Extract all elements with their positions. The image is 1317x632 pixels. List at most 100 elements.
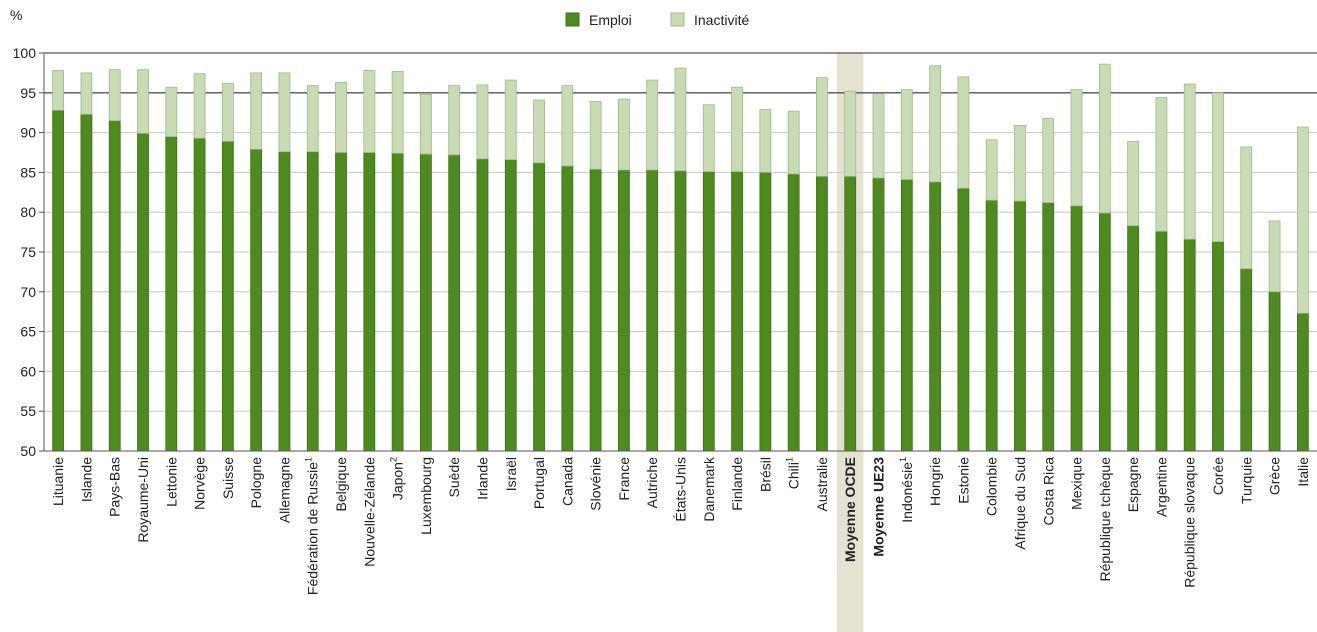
bar-inactivite <box>1296 126 1309 314</box>
bar-inactivite <box>391 70 404 154</box>
bar-inactivite <box>618 98 630 171</box>
x-category-label: Lituanie <box>50 457 66 506</box>
category-labels: Lituanie Islande Pays-Bas Royaume-Uni Letton… <box>50 456 1311 595</box>
x-category-label: Israël <box>503 457 519 491</box>
y-tick-label: 80 <box>20 204 36 220</box>
bar-emploi <box>1014 200 1026 452</box>
x-category-label: Norvège <box>192 457 208 510</box>
bar-inactivite <box>165 86 178 137</box>
bar-inactivite <box>872 93 885 179</box>
x-category-label: Belgique <box>333 457 349 512</box>
x-category-label: Islande <box>78 457 94 502</box>
bar-emploi <box>900 179 913 452</box>
bar-inactivite <box>1240 146 1253 270</box>
bar-emploi <box>419 153 432 452</box>
x-category-label: Autriche <box>644 457 660 509</box>
y-tick-label: 90 <box>20 125 36 141</box>
x-category-label: Indonésie1 <box>898 457 915 523</box>
bar-emploi <box>872 177 885 452</box>
bar-inactivite <box>278 72 291 153</box>
x-category-label: Suisse <box>220 457 236 499</box>
bar-emploi <box>1098 212 1111 452</box>
bar-emploi <box>646 169 659 452</box>
bar-emploi <box>165 136 178 452</box>
x-category-label: Canada <box>559 457 575 506</box>
bar-emploi <box>363 152 376 452</box>
x-category-label: Corée <box>1210 457 1226 495</box>
bar-emploi <box>278 151 291 452</box>
bar-emploi <box>221 140 234 452</box>
bar-inactivite <box>731 86 743 173</box>
x-category-label: Mexique <box>1069 457 1085 510</box>
bar-inactivite <box>533 99 545 164</box>
bar-emploi <box>306 151 319 452</box>
bar-emploi <box>335 152 347 452</box>
bar-inactivite <box>646 79 659 171</box>
bar-inactivite <box>674 67 687 172</box>
bar-emploi <box>844 175 857 452</box>
x-category-label: États-Unis <box>673 457 689 522</box>
x-category-label: Afrique du Sud <box>1012 457 1028 550</box>
x-category-label: Royaume-Uni <box>135 457 151 543</box>
x-category-label: Moyenne OCDE <box>842 457 858 562</box>
x-category-label: Italie <box>1295 457 1311 487</box>
x-category-label: Portugal <box>531 457 547 509</box>
bar-emploi <box>1183 238 1196 452</box>
bar-emploi <box>816 175 828 452</box>
x-category-label: Australie <box>814 457 830 512</box>
bar-inactivite <box>1155 97 1168 232</box>
legend-label-emploi: Emploi <box>589 12 632 28</box>
bar-inactivite <box>561 85 574 167</box>
footnote-marker: 1 <box>304 457 314 462</box>
x-category-label: Turquie <box>1238 457 1254 504</box>
bar-inactivite <box>137 69 149 134</box>
bar-inactivite <box>957 76 970 189</box>
bar-emploi <box>674 170 687 452</box>
y-tick-label: 60 <box>20 363 36 379</box>
y-tick-label: 95 <box>20 85 36 101</box>
bar-inactivite <box>448 85 461 156</box>
bar-inactivite <box>363 70 376 153</box>
bar-emploi <box>504 159 517 452</box>
bar-emploi <box>731 171 743 452</box>
bar-inactivite <box>193 73 206 139</box>
bar-emploi <box>52 109 65 452</box>
bar-inactivite <box>221 82 234 142</box>
x-category-label: Suède <box>446 457 462 498</box>
x-category-label: Grèce <box>1267 457 1283 495</box>
x-category-label: Colombie <box>984 457 1000 516</box>
bar-emploi <box>1155 230 1168 452</box>
bar-inactivite <box>1268 220 1281 293</box>
x-category-label: Irlande <box>474 457 490 500</box>
bar-inactivite <box>929 65 941 183</box>
bar-emploi <box>1268 291 1281 452</box>
footnote-marker: 2 <box>389 457 399 462</box>
bar-emploi <box>1042 202 1055 452</box>
bar-emploi <box>476 158 489 452</box>
bar-emploi <box>448 154 461 452</box>
x-category-label: Fédération de Russie1 <box>304 457 321 595</box>
x-category-label: Hongrie <box>927 457 943 506</box>
bar-inactivite <box>52 70 65 111</box>
bar-emploi <box>250 148 263 452</box>
bar-emploi <box>1070 205 1083 452</box>
bar-emploi <box>759 171 772 452</box>
x-category-label: Allemagne <box>276 457 292 523</box>
x-category-label: Danemark <box>701 456 717 522</box>
x-category-label: Brésil <box>757 457 773 492</box>
bar-emploi <box>561 165 574 452</box>
x-category-label: Chili1 <box>785 457 802 489</box>
y-tick-label: 65 <box>20 324 36 340</box>
bar-inactivite <box>108 69 121 122</box>
bar-inactivite <box>702 104 715 173</box>
legend-swatch-inactivite <box>670 12 685 27</box>
bar-inactivite <box>985 139 998 201</box>
x-category-label: Lettonie <box>163 457 179 507</box>
x-category-label: Pologne <box>248 457 264 509</box>
bar-inactivite <box>250 72 263 150</box>
bar-emploi <box>193 137 206 452</box>
y-tick-label: 75 <box>20 244 36 260</box>
x-category-label: Slovénie <box>588 457 604 511</box>
bar-emploi <box>533 162 545 452</box>
